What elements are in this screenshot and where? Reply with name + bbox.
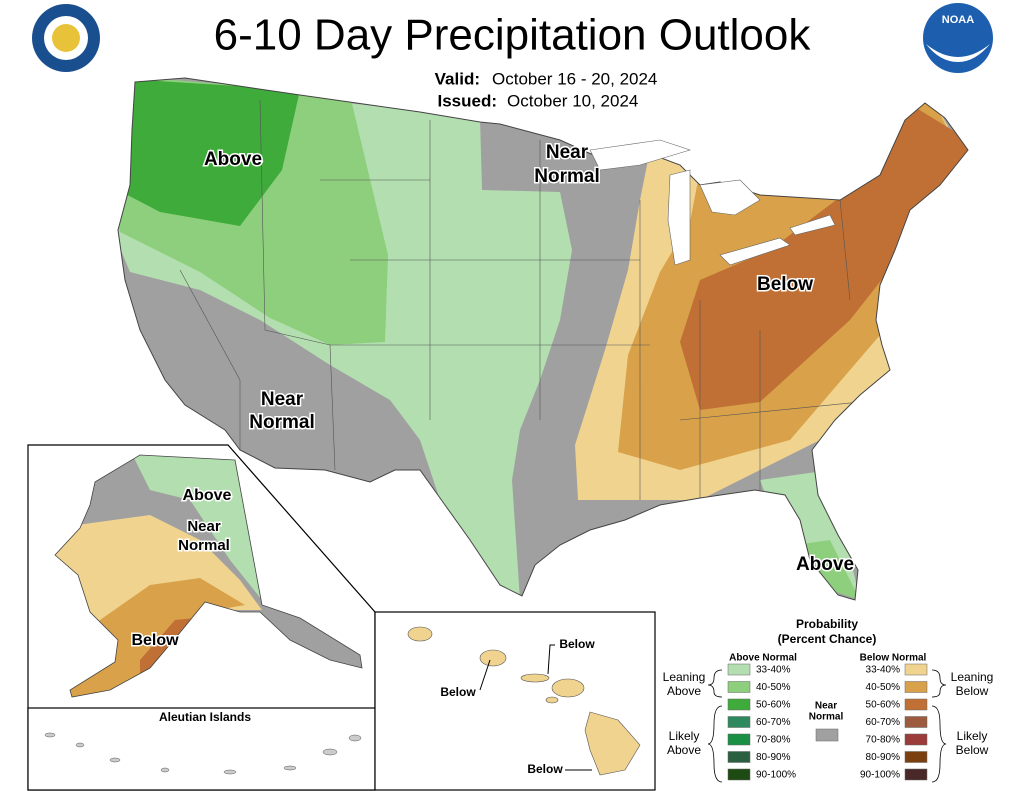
- region-label: Normal: [534, 166, 599, 187]
- alaska-outline: [54, 454, 363, 698]
- legend-swatch: [727, 698, 751, 711]
- group-label: Leaning: [951, 670, 994, 684]
- issued-date: October 10, 2024: [507, 91, 638, 110]
- legend-range: 33-40%: [866, 665, 901, 676]
- region-label: Above: [796, 554, 854, 575]
- region-label: Below: [559, 637, 595, 651]
- hawaii-islands: [407, 626, 641, 776]
- legend-swatch: [904, 768, 928, 781]
- group-label: Below: [956, 684, 989, 698]
- below-50-60: [680, 95, 968, 410]
- legend-swatch: [904, 751, 928, 763]
- legend-swatch: [727, 751, 751, 763]
- legend-range: 90-100%: [756, 770, 796, 781]
- legend-range: 40-50%: [866, 682, 901, 693]
- issued-label: Issued:: [437, 91, 497, 110]
- legend-swatch: [727, 768, 751, 781]
- group-label: Likely: [957, 729, 988, 743]
- legend-swatch: [904, 681, 928, 693]
- legend-swatch: [727, 716, 751, 728]
- region-label: Near: [546, 142, 589, 163]
- legend-range: 60-70%: [866, 717, 901, 728]
- valid-dates: October 16 - 20, 2024: [492, 69, 657, 88]
- valid-label: Valid:: [435, 69, 480, 88]
- below-40-50: [60, 578, 245, 697]
- above-40-50-fl: [795, 540, 860, 600]
- island: [545, 696, 559, 704]
- legend-title: Probability: [796, 617, 858, 631]
- legend-swatch: [904, 698, 928, 711]
- legend-swatch: [727, 663, 751, 676]
- legend-range: 40-50%: [756, 682, 791, 693]
- great-lakes: [589, 139, 836, 266]
- above-33-40: [130, 455, 262, 600]
- legend-range: 90-100%: [860, 770, 900, 781]
- island: [520, 673, 550, 683]
- legend-swatch: [904, 716, 928, 728]
- island: [584, 711, 641, 776]
- doc-seal: [32, 4, 100, 72]
- group-label: Below: [956, 743, 989, 757]
- above-50-60: [118, 78, 300, 226]
- legend-range: 70-80%: [866, 735, 901, 746]
- region-label: Below: [757, 274, 813, 295]
- legend-swatch: [904, 733, 928, 746]
- island: [479, 649, 507, 667]
- legend-swatch: [727, 733, 751, 746]
- title: 6-10 Day Precipitation Outlook: [214, 11, 812, 60]
- legend-braces: [707, 669, 947, 783]
- noaa-logo: NOAA: [923, 3, 993, 73]
- region-label: Above: [204, 149, 262, 170]
- legend-range: 60-70%: [756, 717, 791, 728]
- legend-swatch: [727, 681, 751, 693]
- legend-heading: Below Normal: [860, 653, 927, 664]
- legend-range: 80-90%: [866, 752, 901, 763]
- legend: Probability (Percent Chance) Above Norma…: [663, 617, 994, 783]
- region-label: Normal: [178, 537, 230, 554]
- group-label: Leaning: [663, 670, 706, 684]
- near-label: Near: [815, 701, 837, 712]
- aleutian-islands: [44, 732, 362, 775]
- legend-range: 50-60%: [866, 700, 901, 711]
- legend-title: (Percent Chance): [778, 632, 877, 646]
- aleutian-title: Aleutian Islands: [159, 710, 251, 724]
- region-label: Normal: [249, 412, 314, 433]
- region-label: Near: [261, 389, 304, 410]
- island: [407, 626, 433, 642]
- region-label: Below: [527, 762, 563, 776]
- island: [551, 678, 585, 698]
- group-label: Likely: [669, 729, 700, 743]
- conus-labels: Above Near Normal Below Near Normal Abov…: [202, 141, 855, 577]
- region-label: Below: [440, 685, 476, 699]
- near-label: Normal: [809, 712, 844, 723]
- legend-range: 33-40%: [756, 665, 791, 676]
- aleutian-inset: [27, 707, 376, 791]
- legend-range: 70-80%: [756, 735, 791, 746]
- conus-map: [118, 78, 968, 600]
- region-label: Below: [131, 632, 179, 649]
- state-borders: [179, 99, 881, 500]
- logo-text: NOAA: [942, 14, 974, 26]
- legend-heading: Above Normal: [729, 653, 797, 664]
- region-label: Above: [183, 487, 232, 504]
- group-label: Above: [667, 743, 701, 757]
- legend-range: 80-90%: [756, 752, 791, 763]
- legend-swatch: [904, 663, 928, 676]
- alaska-labels: Above Near Normal Below: [130, 486, 233, 651]
- group-label: Above: [667, 684, 701, 698]
- legend-range: 50-60%: [756, 700, 791, 711]
- leader-lines: [479, 644, 592, 771]
- region-label: Near: [187, 518, 221, 535]
- legend-swatch: [815, 728, 839, 742]
- hawaii-inset: [374, 611, 656, 791]
